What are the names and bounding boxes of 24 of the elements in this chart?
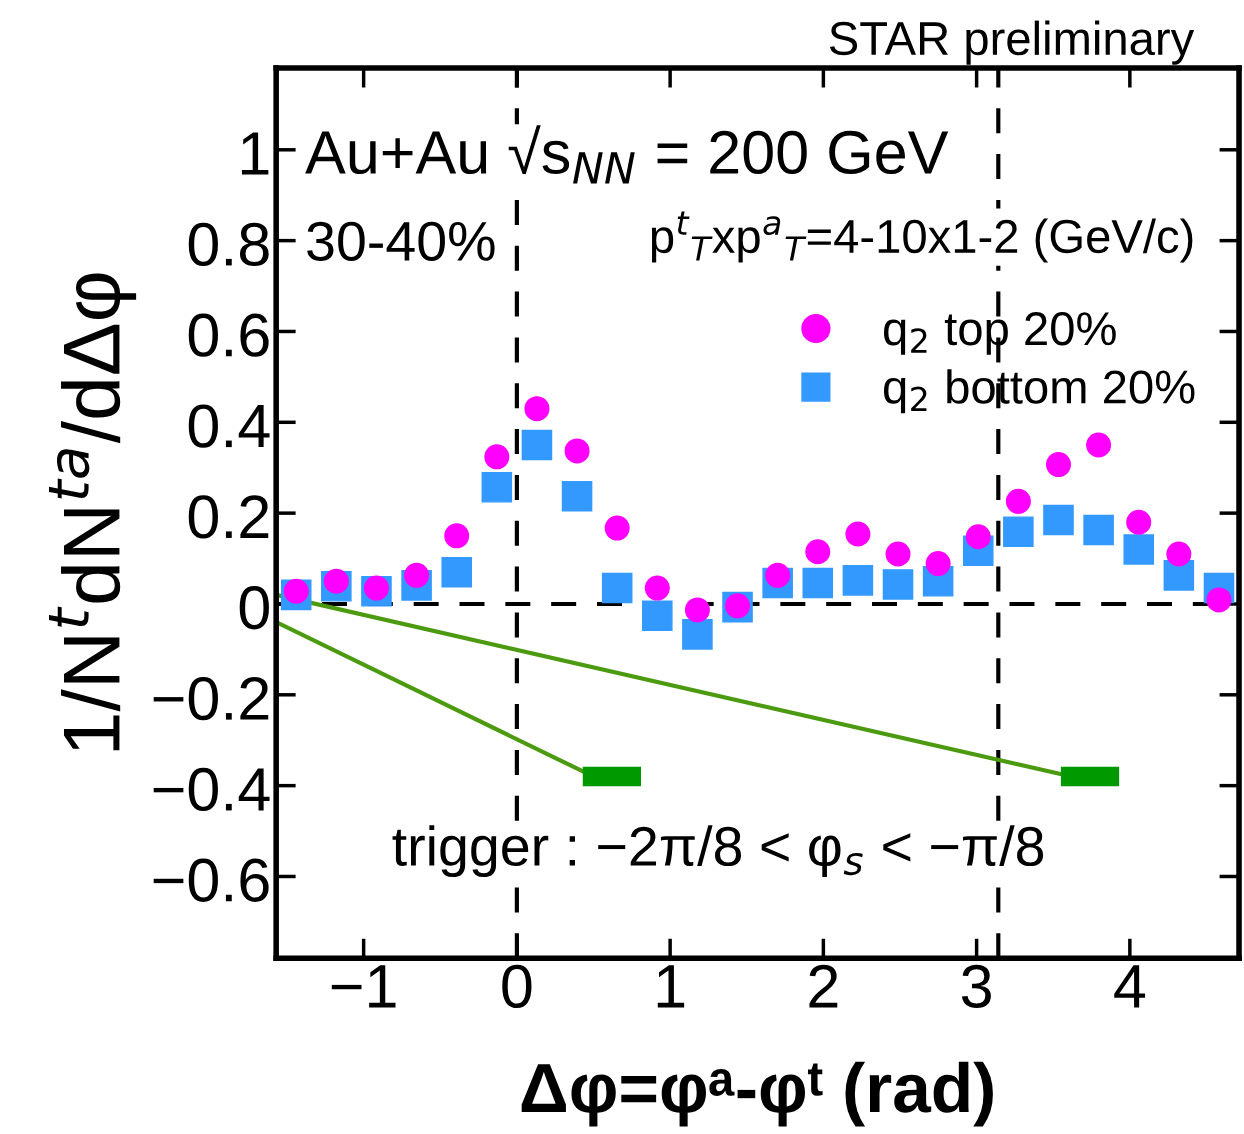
y-tick-label: 0.2 <box>188 495 269 539</box>
y-tick-label: 0.8 <box>188 222 269 267</box>
legend-label: q$_{2}$ bottom 20% <box>884 369 1195 414</box>
annotation: trigger : −2π/8 < φ$_{s}$ < −π/8 <box>392 825 1044 878</box>
x-tick-label: 0 <box>502 964 532 1008</box>
x-axis-title: Δφ=φᵃ-φᵗ (rad) <box>521 1061 993 1127</box>
y-tick-label: 0.6 <box>188 313 269 357</box>
y-tick-label: 1 <box>241 132 269 175</box>
y-tick-label: −0.2 <box>153 676 269 721</box>
annotation: p$^{t}$$_{T}$xp$^{a}$$_{T}$=4-10x1-2 (GeV/c) <box>651 211 1193 263</box>
y-tick-label: −0.6 <box>153 858 269 902</box>
x-tick-label: 4 <box>1114 965 1146 1008</box>
x-tick-label: 2 <box>809 964 838 1008</box>
y-tick-label: 0.4 <box>188 404 270 448</box>
x-tick-label: 3 <box>961 964 991 1008</box>
y-tick-label: 0 <box>239 586 269 630</box>
x-tick-label: 1 <box>657 965 685 1008</box>
x-tick-label: −1 <box>331 965 396 1008</box>
annotation: Au+Au √s$_{NN}$ = 200 GeV <box>305 125 949 184</box>
y-axis-title: 1/N$^{t}$dN$^{ta}$/dΔφ <box>48 273 137 751</box>
y-tick-label: −0.4 <box>153 767 270 812</box>
legend-label: q$_{2}$ top 20% <box>884 312 1116 355</box>
annotation: 30-40% <box>307 221 495 261</box>
text: STAR preliminary <box>829 20 1195 65</box>
